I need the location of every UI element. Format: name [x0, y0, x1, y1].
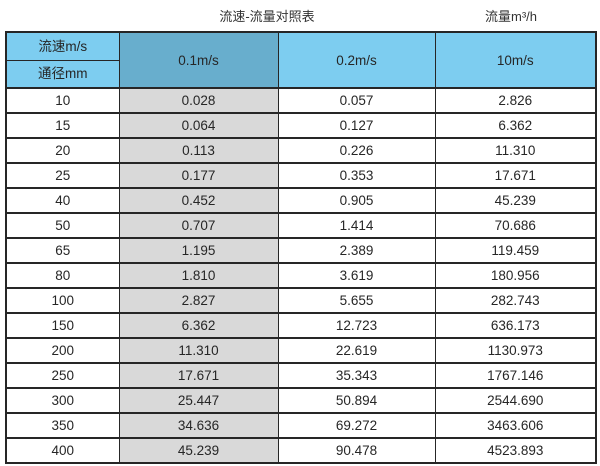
table-row: 200 11.310 22.619 1130.973 — [5, 337, 597, 364]
diameter-cell: 300 — [5, 387, 120, 414]
diameter-cell: 25 — [5, 162, 120, 189]
corner-header: 流速m/s 通径mm — [5, 31, 120, 89]
flow-cell-02ms: 2.389 — [277, 237, 436, 264]
flow-cell-01ms: 17.671 — [118, 362, 279, 389]
diameter-cell: 80 — [5, 262, 120, 289]
flow-cell-10ms: 4523.893 — [434, 437, 597, 464]
table-row: 10 0.028 0.057 2.826 — [5, 87, 597, 114]
flow-cell-10ms: 1130.973 — [434, 337, 597, 364]
table-row: 40 0.452 0.905 45.239 — [5, 187, 597, 214]
flow-unit-label: 流量m³/h — [484, 9, 538, 24]
table-row: 25 0.177 0.353 17.671 — [5, 162, 597, 189]
flow-cell-10ms: 282.743 — [434, 287, 597, 314]
flow-cell-02ms: 90.478 — [277, 437, 436, 464]
diameter-cell: 40 — [5, 187, 120, 214]
table-row: 250 17.671 35.343 1767.146 — [5, 362, 597, 389]
flow-cell-02ms: 0.353 — [277, 162, 436, 189]
flow-cell-01ms: 0.028 — [118, 87, 279, 114]
flow-cell-01ms: 2.827 — [118, 287, 279, 314]
table-row: 150 6.362 12.723 636.173 — [5, 312, 597, 339]
flow-cell-10ms: 2.826 — [434, 87, 597, 114]
flow-cell-02ms: 0.905 — [277, 187, 436, 214]
flow-cell-01ms: 11.310 — [118, 337, 279, 364]
flow-cell-10ms: 6.362 — [434, 112, 597, 139]
table-row: 20 0.113 0.226 11.310 — [5, 137, 597, 164]
diameter-cell: 250 — [5, 362, 120, 389]
flow-cell-10ms: 2544.690 — [434, 387, 597, 414]
flow-cell-10ms: 1767.146 — [434, 362, 597, 389]
table-row: 100 2.827 5.655 282.743 — [5, 287, 597, 314]
flow-cell-01ms: 1.195 — [118, 237, 279, 264]
flow-cell-02ms: 0.127 — [277, 112, 436, 139]
diameter-cell: 50 — [5, 212, 120, 239]
flow-conversion-table: 流速m/s 通径mm 0.1m/s 0.2m/s 10m/s 10 0.028 … — [5, 31, 597, 464]
diameter-cell: 20 — [5, 137, 120, 164]
flow-cell-01ms: 6.362 — [118, 312, 279, 339]
velocity-header-02ms: 0.2m/s — [277, 31, 436, 89]
table-row: 80 1.810 3.619 180.956 — [5, 262, 597, 289]
flow-cell-02ms: 0.057 — [277, 87, 436, 114]
flow-cell-01ms: 0.177 — [118, 162, 279, 189]
diameter-cell: 350 — [5, 412, 120, 439]
flow-cell-10ms: 180.956 — [434, 262, 597, 289]
diameter-axis-label: 通径mm — [38, 66, 88, 81]
flow-cell-02ms: 3.619 — [277, 262, 436, 289]
flow-cell-01ms: 34.636 — [118, 412, 279, 439]
flow-cell-02ms: 12.723 — [277, 312, 436, 339]
flow-cell-02ms: 1.414 — [277, 212, 436, 239]
diameter-cell: 15 — [5, 112, 120, 139]
velocity-header-10ms: 10m/s — [434, 31, 597, 89]
flow-cell-01ms: 45.239 — [118, 437, 279, 464]
flow-cell-02ms: 50.894 — [277, 387, 436, 414]
diameter-cell: 65 — [5, 237, 120, 264]
flow-cell-01ms: 0.452 — [118, 187, 279, 214]
diameter-cell: 400 — [5, 437, 120, 464]
flow-cell-01ms: 0.707 — [118, 212, 279, 239]
diameter-cell: 150 — [5, 312, 120, 339]
table-row: 400 45.239 90.478 4523.893 — [5, 437, 597, 464]
table-body: 10 0.028 0.057 2.826 15 0.064 0.127 6.36… — [5, 87, 597, 464]
flow-cell-10ms: 45.239 — [434, 187, 597, 214]
flow-cell-01ms: 1.810 — [118, 262, 279, 289]
velocity-header-01ms: 0.1m/s — [118, 31, 279, 89]
flow-cell-02ms: 69.272 — [277, 412, 436, 439]
flow-cell-01ms: 0.113 — [118, 137, 279, 164]
flow-cell-10ms: 636.173 — [434, 312, 597, 339]
flow-cell-02ms: 5.655 — [277, 287, 436, 314]
table-row: 50 0.707 1.414 70.686 — [5, 212, 597, 239]
flow-cell-02ms: 22.619 — [277, 337, 436, 364]
diameter-cell: 200 — [5, 337, 120, 364]
diameter-cell: 100 — [5, 287, 120, 314]
table-row: 65 1.195 2.389 119.459 — [5, 237, 597, 264]
flow-cell-01ms: 0.064 — [118, 112, 279, 139]
table-title: 流速-流量对照表 — [219, 9, 315, 24]
table-row: 15 0.064 0.127 6.362 — [5, 112, 597, 139]
flow-cell-10ms: 3463.606 — [434, 412, 597, 439]
velocity-axis-label: 流速m/s — [7, 34, 118, 61]
flow-cell-10ms: 119.459 — [434, 237, 597, 264]
flow-cell-10ms: 70.686 — [434, 212, 597, 239]
table-row: 350 34.636 69.272 3463.606 — [5, 412, 597, 439]
header-row: 流速m/s 通径mm 0.1m/s 0.2m/s 10m/s — [5, 31, 597, 89]
flow-cell-10ms: 17.671 — [434, 162, 597, 189]
table-row: 300 25.447 50.894 2544.690 — [5, 387, 597, 414]
flow-cell-02ms: 35.343 — [277, 362, 436, 389]
flow-cell-01ms: 25.447 — [118, 387, 279, 414]
flow-cell-02ms: 0.226 — [277, 137, 436, 164]
flow-cell-10ms: 11.310 — [434, 137, 597, 164]
diameter-cell: 10 — [5, 87, 120, 114]
table-captions: 流速-流量对照表 流量m³/h — [0, 0, 600, 31]
